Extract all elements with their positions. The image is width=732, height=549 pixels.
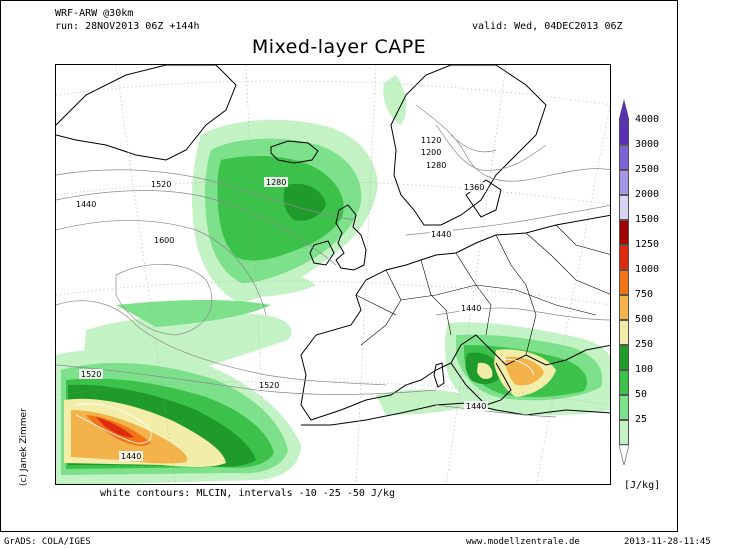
colorbar-level-label: 25 bbox=[635, 414, 648, 425]
graticule bbox=[56, 65, 610, 484]
contour-label-bg bbox=[419, 147, 443, 157]
contour-label-bg bbox=[429, 229, 453, 239]
colorbar-level-label: 2500 bbox=[635, 164, 660, 175]
contour-label-1200: 1200 bbox=[421, 148, 441, 157]
contour-label-bg bbox=[264, 177, 288, 187]
contour-label-1440-ionian: 1440 bbox=[466, 402, 486, 411]
colorbar-units: [J/kg] bbox=[624, 480, 661, 491]
contour-label-bg bbox=[464, 401, 488, 411]
contour-labels: 1120 1200 1280 1360 1280 1520 1440 1600 1440 1440… bbox=[74, 135, 488, 461]
contour-label-1440-scandinavia: 1440 bbox=[431, 230, 451, 239]
contour-label-bg bbox=[462, 182, 486, 192]
contour-label-1280-north: 1280 bbox=[426, 161, 446, 170]
cape-map: 1120 1200 1280 1360 1280 1520 1440 1600 1440 1440… bbox=[55, 64, 611, 485]
colorbar-swatch bbox=[619, 395, 629, 420]
contour-label-bg bbox=[149, 179, 173, 189]
colorbar-level-label: 3000 bbox=[635, 139, 660, 150]
colorbar-swatch bbox=[619, 295, 629, 320]
colorbar-swatch bbox=[619, 120, 629, 145]
author-credit: (c) Janek Zimmer bbox=[19, 408, 29, 486]
valid-label: valid: Wed, 04DEC2013 06Z bbox=[472, 21, 623, 32]
map-canvas: 1120 1200 1280 1360 1280 1520 1440 1600 1440 1440… bbox=[56, 65, 610, 484]
run-label: run: 28NOV2013 06Z +144h bbox=[55, 21, 200, 32]
contour-label-1520-north: 1520 bbox=[151, 180, 171, 189]
contour-label-1120: 1120 bbox=[421, 136, 441, 145]
contour-label-1440-italy: 1440 bbox=[461, 304, 481, 313]
contour-label-bg bbox=[152, 235, 176, 245]
colorbar-level-label: 750 bbox=[635, 289, 654, 300]
geopotential-contours bbox=[56, 104, 610, 418]
colorbar-swatch bbox=[619, 270, 629, 295]
colorbar-top-arrow bbox=[618, 100, 630, 120]
footer-software: GrADS: COLA/IGES bbox=[4, 537, 91, 547]
model-label: WRF-ARW @30km bbox=[55, 8, 134, 19]
contour-label-bg bbox=[424, 160, 448, 170]
colorbar-level-label: 1000 bbox=[635, 264, 660, 275]
colorbar-swatch bbox=[619, 420, 629, 445]
map-title: Mixed-layer CAPE bbox=[251, 36, 427, 58]
colorbar-bottom-arrow bbox=[618, 445, 630, 465]
colorbar-swatch bbox=[619, 145, 629, 170]
country-borders bbox=[355, 224, 610, 356]
contour-label-1440-southwest: 1440 bbox=[121, 452, 141, 461]
contour-label-bg bbox=[459, 303, 483, 313]
contour-label-bg bbox=[119, 451, 143, 461]
contour-label-1520-south: 1520 bbox=[81, 370, 101, 379]
contour-label-1600: 1600 bbox=[154, 236, 174, 245]
colorbar-swatch bbox=[619, 195, 629, 220]
contour-label-1520-mid: 1520 bbox=[259, 381, 279, 390]
colorbar-level-label: 1500 bbox=[635, 214, 660, 225]
contour-label-1280-iceland: 1280 bbox=[266, 178, 286, 187]
colorbar-level-label: 2000 bbox=[635, 189, 660, 200]
contour-label-bg bbox=[257, 380, 281, 390]
footer-website: www.modellzentrale.de bbox=[466, 537, 580, 547]
colorbar-swatch bbox=[619, 220, 629, 245]
contour-label-bg bbox=[419, 135, 443, 145]
figure-frame bbox=[0, 0, 678, 532]
colorbar-level-label: 50 bbox=[635, 389, 648, 400]
colorbar-level-label: 1250 bbox=[635, 239, 660, 250]
contour-label-bg bbox=[79, 369, 103, 379]
colorbar-swatch bbox=[619, 320, 629, 345]
colorbar-swatch bbox=[619, 345, 629, 370]
contour-label-1360: 1360 bbox=[464, 183, 484, 192]
contour-label-1440-west: 1440 bbox=[76, 200, 96, 209]
mlcin-contours bbox=[75, 358, 535, 444]
colorbar-level-label: 100 bbox=[635, 364, 654, 375]
colorbar-level-label: 250 bbox=[635, 339, 654, 350]
colorbar-swatch bbox=[619, 170, 629, 195]
colorbar-swatch bbox=[619, 370, 629, 395]
colorbar-level-label: 4000 bbox=[635, 114, 660, 125]
colorbar-level-label: 500 bbox=[635, 314, 654, 325]
colorbar-swatch bbox=[619, 245, 629, 270]
contour-label-bg bbox=[74, 199, 98, 209]
cape-fill-1250 bbox=[96, 417, 134, 438]
contour-note: white contours: MLCIN, intervals -10 -25… bbox=[100, 488, 396, 499]
footer-timestamp: 2013-11-28-11:45 bbox=[624, 537, 711, 547]
